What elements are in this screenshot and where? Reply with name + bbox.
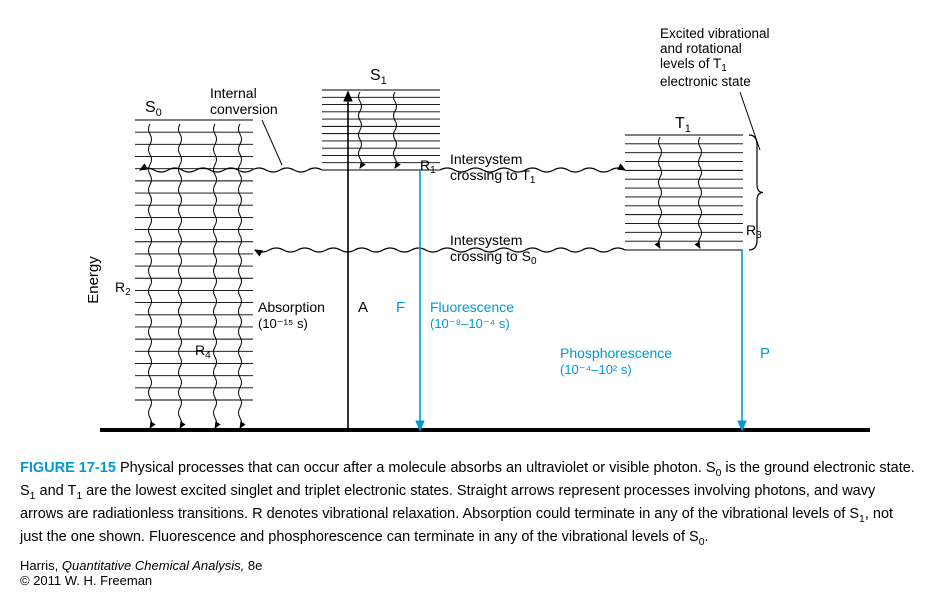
figure-caption: FIGURE 17-15 Physical processes that can… (20, 458, 918, 550)
jablonski-diagram: Energy S0 S1 T1 Internalconversion Intersyste… (20, 20, 918, 450)
credit-book: Quantitative Chemical Analysis, (62, 558, 244, 573)
svg-text:Fluorescence(10⁻⁸–10⁻⁴ s): Fluorescence(10⁻⁸–10⁻⁴ s) (430, 299, 514, 331)
svg-text:R2: R2 (115, 279, 131, 298)
svg-text:R4: R4 (195, 342, 211, 361)
credit-line-2: © 2011 W. H. Freeman (20, 573, 918, 588)
svg-text:Energy: Energy (85, 256, 102, 304)
svg-text:Intersystemcrossing to T1: Intersystemcrossing to T1 (450, 151, 536, 186)
svg-text:Phosphorescence(10⁻⁴–10² s): Phosphorescence(10⁻⁴–10² s) (560, 345, 672, 377)
svg-text:P: P (760, 345, 770, 362)
credit-author: Harris, (20, 558, 58, 573)
credit-edition: 8e (248, 558, 262, 573)
svg-text:Excited vibrationaland rotatio: Excited vibrationaland rotationallevels … (660, 26, 770, 89)
svg-text:Internalconversion: Internalconversion (210, 85, 278, 117)
credit-line-1: Harris, Quantitative Chemical Analysis, … (20, 558, 918, 573)
svg-text:R1: R1 (420, 157, 436, 176)
credit-block: Harris, Quantitative Chemical Analysis, … (20, 558, 918, 588)
svg-text:Absorption(10⁻¹⁵ s): Absorption(10⁻¹⁵ s) (258, 299, 325, 331)
svg-text:F: F (396, 299, 405, 316)
svg-text:Intersystemcrossing to S0: Intersystemcrossing to S0 (450, 232, 537, 267)
diagram-svg: Energy S0 S1 T1 Internalconversion Intersyste… (20, 20, 918, 450)
caption-text: Physical processes that can occur after … (20, 460, 915, 545)
svg-text:S0: S0 (145, 99, 162, 119)
svg-text:R3: R3 (746, 222, 762, 241)
svg-text:S1: S1 (370, 67, 387, 87)
svg-text:A: A (358, 299, 368, 316)
svg-text:T1: T1 (675, 115, 691, 135)
figure-label: FIGURE 17-15 (20, 460, 116, 476)
